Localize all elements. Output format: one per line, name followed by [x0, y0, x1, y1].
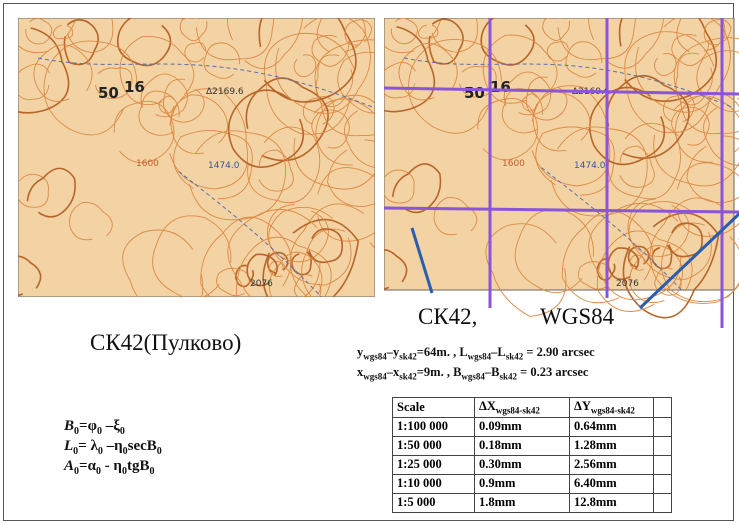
difference-line: ywgs84–ysk42=64m. , Lwgs84–Lsk42 = 2.90 … — [357, 345, 595, 362]
cell: 0.09mm — [475, 417, 570, 436]
text: = λ — [78, 438, 98, 454]
subscript: sk42 — [399, 352, 417, 362]
slide: 5016Δ2169.616001474.02076 5016Δ2169.6160… — [0, 0, 739, 525]
text: –L — [491, 345, 506, 359]
table-row: 1:100 0000.09mm0.64mm — [393, 417, 672, 436]
cell: Scale — [393, 398, 475, 418]
text: –B — [485, 365, 500, 379]
cell: ΔYwgs84-sk42 — [570, 398, 654, 418]
cell: 6.40mm — [570, 474, 654, 493]
empty-cell — [654, 493, 672, 512]
subscript: wgs84 — [461, 372, 485, 382]
map-ck42: 50 16 Δ2169.6 1600 1474.0 2076 — [18, 18, 375, 297]
subscript: wgs84 — [363, 372, 387, 382]
subscript: 0 — [157, 446, 162, 457]
cell: ΔXwgs84-sk42 — [475, 398, 570, 418]
text: –η — [103, 438, 123, 454]
subscript: wgs84-sk42 — [591, 406, 635, 416]
cell: 1:50 000 — [393, 436, 475, 455]
formula: B0=φ0 –ξ0 — [64, 418, 125, 437]
text: A — [64, 458, 74, 474]
subscript: 0 — [120, 426, 125, 437]
cell: 1.28mm — [570, 436, 654, 455]
empty-cell — [654, 398, 672, 418]
subscript: sk42 — [500, 372, 518, 382]
map-label: 16 — [490, 78, 511, 96]
text: = 0.23 arcsec — [517, 365, 588, 379]
map-label: 1600 — [136, 159, 159, 169]
empty-cell — [654, 417, 672, 436]
map-label: 1600 — [502, 159, 525, 169]
text: L — [64, 438, 73, 454]
cell: 1:25 000 — [393, 455, 475, 474]
map-label: Δ2169.6 — [206, 87, 244, 97]
table-row: ScaleΔXwgs84-sk42ΔYwgs84-sk42 — [393, 398, 672, 418]
subscript: 0 — [149, 466, 154, 477]
subscript: sk42 — [506, 352, 524, 362]
subscript: sk42 — [399, 372, 417, 382]
map-label: 2076 — [250, 279, 273, 289]
map-label: 1474.0 — [574, 161, 606, 171]
text: Scale — [397, 400, 425, 414]
cell: 0.18mm — [475, 436, 570, 455]
cell: 1.8mm — [475, 493, 570, 512]
text: ΔX — [479, 399, 496, 413]
map-label: 50 — [98, 84, 119, 102]
cell: 1:10 000 — [393, 474, 475, 493]
empty-cell — [654, 455, 672, 474]
text: B — [64, 418, 74, 434]
text: –x — [387, 365, 400, 379]
text: - η — [101, 458, 122, 474]
empty-cell — [654, 436, 672, 455]
scale-table: ScaleΔXwgs84-sk42ΔYwgs84-sk421:100 0000.… — [392, 397, 672, 513]
text: =α — [79, 458, 96, 474]
subscript: wgs84-sk42 — [496, 406, 540, 416]
cell: 2.56mm — [570, 455, 654, 474]
text: =9m. , B — [417, 365, 462, 379]
caption: СК42, — [418, 304, 477, 330]
map-label: 16 — [124, 78, 145, 96]
text: –y — [387, 345, 400, 359]
empty-cell — [654, 474, 672, 493]
formula: A0=α0 - η0tgB0 — [64, 458, 154, 477]
text: ΔY — [574, 399, 591, 413]
text: secB — [128, 438, 157, 454]
text: = 2.90 arcsec — [523, 345, 594, 359]
cell: 0.64mm — [570, 417, 654, 436]
formula: L0= λ0 –η0secB0 — [64, 438, 162, 457]
subscript: wgs84 — [468, 352, 492, 362]
text: =φ — [79, 418, 97, 434]
caption: СК42(Пулково) — [90, 330, 241, 356]
text: =64m. , L — [417, 345, 468, 359]
text: –ξ — [102, 418, 120, 434]
difference-line: xwgs84–xsk42=9m. , Bwgs84–Bsk42 = 0.23 a… — [357, 365, 589, 382]
map-label: 1474.0 — [208, 161, 240, 171]
subscript: wgs84 — [363, 352, 387, 362]
cell: 0.9mm — [475, 474, 570, 493]
map-label: 50 — [464, 84, 485, 102]
text: tgB — [127, 458, 150, 474]
map-label: 2076 — [616, 279, 639, 289]
cell: 0.30mm — [475, 455, 570, 474]
cell: 1:100 000 — [393, 417, 475, 436]
cell: 12.8mm — [570, 493, 654, 512]
caption: WGS84 — [540, 304, 614, 330]
table-row: 1:10 0000.9mm6.40mm — [393, 474, 672, 493]
cell: 1:5 000 — [393, 493, 475, 512]
